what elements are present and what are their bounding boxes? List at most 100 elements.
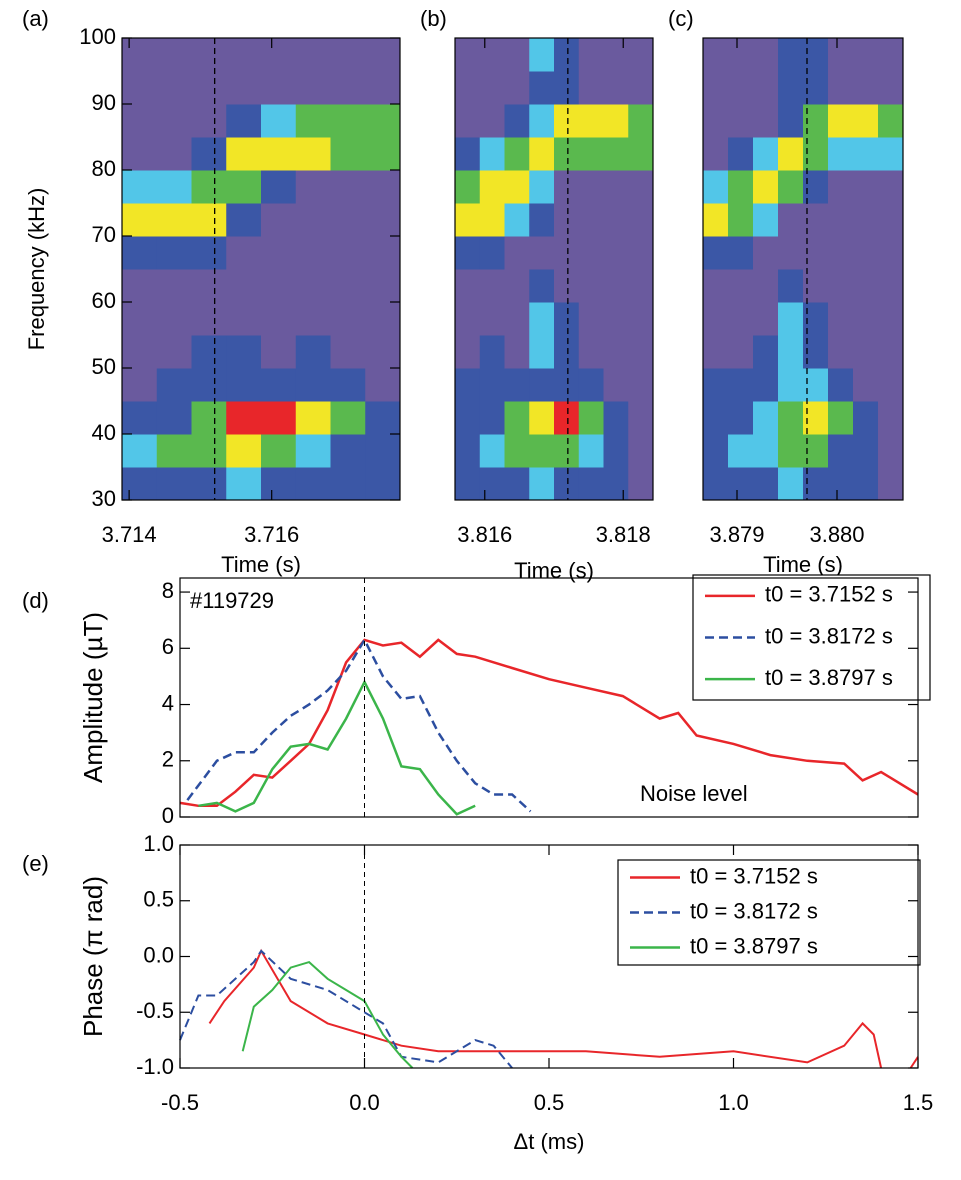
heatmap-cell	[479, 401, 505, 435]
heatmap-cell	[554, 38, 580, 72]
heatmap-cell	[554, 467, 580, 501]
heatmap-cell	[603, 71, 629, 105]
heatmap-cell	[330, 38, 366, 72]
heatmap-cell	[778, 302, 804, 336]
heatmap-cell	[578, 236, 604, 270]
x-axis-label: Δt (ms)	[514, 1129, 585, 1154]
heatmap-cell	[122, 71, 158, 105]
heatmap-cell	[226, 434, 262, 468]
heatmap-cell	[226, 137, 262, 171]
heatmap-cell	[261, 137, 297, 171]
heatmap-cell	[122, 302, 158, 336]
x-tick-label: 1.5	[903, 1090, 934, 1115]
heatmap-cell	[703, 269, 729, 303]
heatmap-cell	[603, 137, 629, 171]
heatmap-cell	[603, 368, 629, 402]
heatmap-cell	[455, 269, 481, 303]
heatmap-cell	[479, 203, 505, 237]
x-tick-label: 3.714	[102, 522, 157, 547]
heatmap-cell	[878, 467, 904, 501]
heatmap-cell	[554, 137, 580, 171]
legend-label: t0 = 3.7152 s	[765, 582, 893, 607]
heatmap-cell	[365, 104, 401, 138]
heatmap-cell	[529, 335, 555, 369]
heatmap-cell	[753, 302, 779, 336]
heatmap-cell	[578, 203, 604, 237]
y-tick-label: 4	[162, 690, 174, 715]
panel-label: (c)	[668, 6, 694, 31]
heatmap-cell	[365, 38, 401, 72]
heatmap-cell	[703, 467, 729, 501]
heatmap-cell	[828, 269, 854, 303]
heatmap-cell	[504, 71, 530, 105]
heatmap-cell	[122, 38, 158, 72]
heatmap-cell	[226, 170, 262, 204]
heatmap-cell	[753, 38, 779, 72]
y-tick-label: -1.0	[136, 1054, 174, 1079]
heatmap-cell	[122, 203, 158, 237]
heatmap-cell	[156, 401, 192, 435]
heatmap-cell	[728, 302, 754, 336]
heatmap-cell	[828, 71, 854, 105]
heatmap-cell	[261, 302, 297, 336]
heatmap-cell	[156, 104, 192, 138]
heatmap-cell	[479, 170, 505, 204]
heatmap-cell	[628, 104, 654, 138]
heatmap-cell	[803, 269, 829, 303]
heatmap-cell	[455, 38, 481, 72]
x-tick-label: 1.0	[718, 1090, 749, 1115]
plot-frame	[702, 37, 904, 501]
legend-label: t0 = 3.8797 s	[690, 933, 818, 958]
heatmap-cell	[504, 38, 530, 72]
heatmap-cell	[853, 38, 879, 72]
heatmap-cell	[753, 104, 779, 138]
heatmap-cell	[295, 104, 331, 138]
heatmap-cell	[479, 368, 505, 402]
plot-frame	[179, 577, 919, 818]
heatmap-cell	[603, 236, 629, 270]
heatmap-cell	[753, 434, 779, 468]
heatmap-cell	[226, 401, 262, 435]
heatmap-cell	[703, 38, 729, 72]
heatmap-cell	[330, 302, 366, 336]
heatmap-cell	[504, 170, 530, 204]
heatmap-cell	[703, 302, 729, 336]
heatmap-cell	[122, 335, 158, 369]
heatmap-cell	[330, 368, 366, 402]
x-tick-label: 3.716	[244, 522, 299, 547]
heatmap-cell	[778, 467, 804, 501]
heatmap-cell	[191, 104, 227, 138]
heatmap-cell	[226, 335, 262, 369]
heatmap-cell	[603, 302, 629, 336]
heatmap-cell	[191, 434, 227, 468]
heatmap-cell	[455, 71, 481, 105]
heatmap-cell	[778, 236, 804, 270]
x-axis-label: Time (s)	[221, 552, 301, 577]
heatmap-cell	[778, 368, 804, 402]
x-axis-label: Time (s)	[514, 558, 594, 583]
heatmap-cell	[578, 137, 604, 171]
heatmap-cell	[703, 335, 729, 369]
heatmap-cell	[728, 236, 754, 270]
heatmap-cell	[578, 467, 604, 501]
y-tick-label: 70	[92, 222, 116, 247]
heatmap-cell	[828, 170, 854, 204]
heatmap-cell	[603, 269, 629, 303]
heatmap-cell	[295, 236, 331, 270]
heatmap-cell	[578, 170, 604, 204]
panel-label: (b)	[420, 6, 447, 31]
heatmap-cell	[479, 434, 505, 468]
heatmap-cell	[455, 335, 481, 369]
heatmap-cell	[828, 203, 854, 237]
heatmap-cell	[529, 71, 555, 105]
heatmap-cell	[728, 137, 754, 171]
heatmap-cell	[578, 335, 604, 369]
heatmap-cell	[365, 368, 401, 402]
heatmap-cell	[728, 203, 754, 237]
heatmap-cell	[261, 170, 297, 204]
heatmap-cell	[226, 269, 262, 303]
heatmap-cell	[330, 335, 366, 369]
heatmap-cell	[122, 434, 158, 468]
heatmap-cell	[778, 137, 804, 171]
series-line	[198, 679, 476, 816]
